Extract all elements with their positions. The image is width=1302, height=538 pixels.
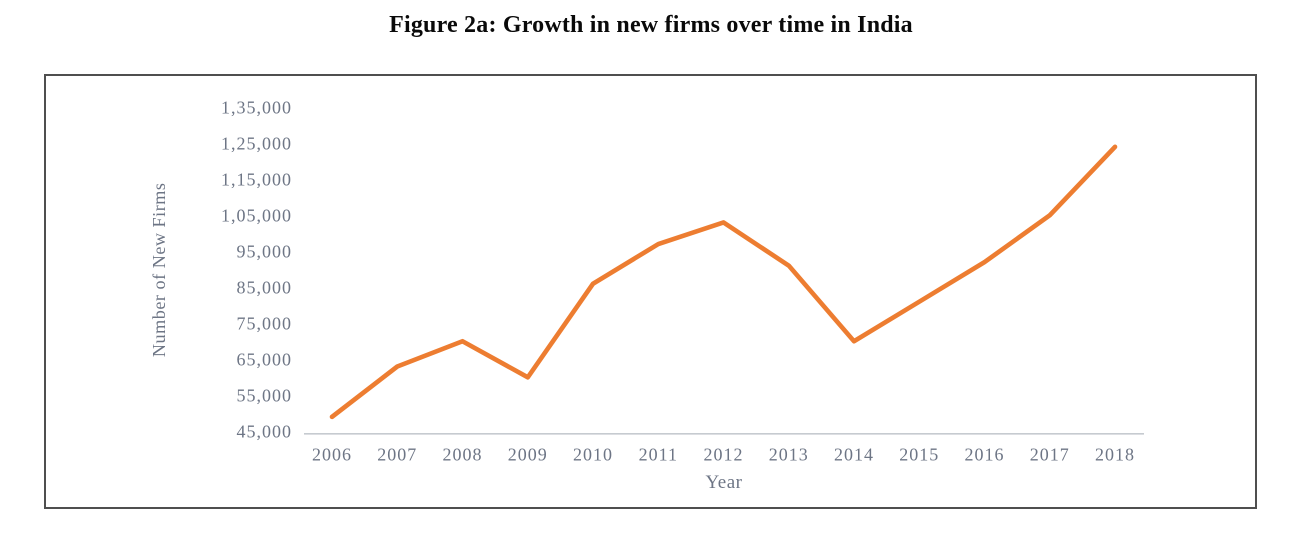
y-tick-label: 85,000 [237, 277, 292, 297]
y-tick-label: 45,000 [237, 421, 292, 441]
x-tick-label: 2006 [312, 444, 352, 464]
y-tick-label: 65,000 [237, 349, 292, 369]
data-line-new-firms [329, 144, 1118, 420]
figure-title: Figure 2a: Growth in new firms over time… [389, 12, 913, 38]
x-tick-label: 2008 [443, 444, 483, 464]
x-tick-label: 2016 [965, 444, 1005, 464]
y-axis-title: Number of New Firms [149, 183, 169, 358]
x-tick-label: 2018 [1095, 444, 1135, 464]
x-tick-label: 2017 [1030, 444, 1070, 464]
x-tick-label: 2013 [769, 444, 809, 464]
x-tick-label: 2009 [508, 444, 548, 464]
x-tick-label: 2011 [639, 444, 678, 464]
y-tick-label: 1,15,000 [221, 169, 292, 189]
y-tick-label: 75,000 [237, 313, 292, 333]
y-tick-label: 1,05,000 [221, 205, 292, 225]
x-tick-label: 2007 [377, 444, 417, 464]
x-tick-label: 2010 [573, 444, 613, 464]
line-chart: Number of New Firms 45,000 55,000 65,000 75… [149, 97, 1144, 493]
y-tick-label: 55,000 [237, 385, 292, 405]
x-axis-tick-labels: 2006 2007 2008 2009 2010 2011 2012 2013 2014 2015… [312, 444, 1135, 464]
chart-frame: Number of New Firms 45,000 55,000 65,000 75… [44, 74, 1257, 509]
y-tick-label: 1,25,000 [221, 133, 292, 153]
y-axis-tick-labels: 45,000 55,000 65,000 75,000 85,000 95,000 1,05… [221, 97, 292, 441]
x-axis-title: Year [706, 472, 743, 493]
y-tick-label: 1,35,000 [221, 97, 292, 117]
y-tick-label: 95,000 [237, 241, 292, 261]
x-tick-label: 2014 [834, 444, 874, 464]
x-tick-label: 2012 [704, 444, 744, 464]
x-tick-label: 2015 [899, 444, 939, 464]
